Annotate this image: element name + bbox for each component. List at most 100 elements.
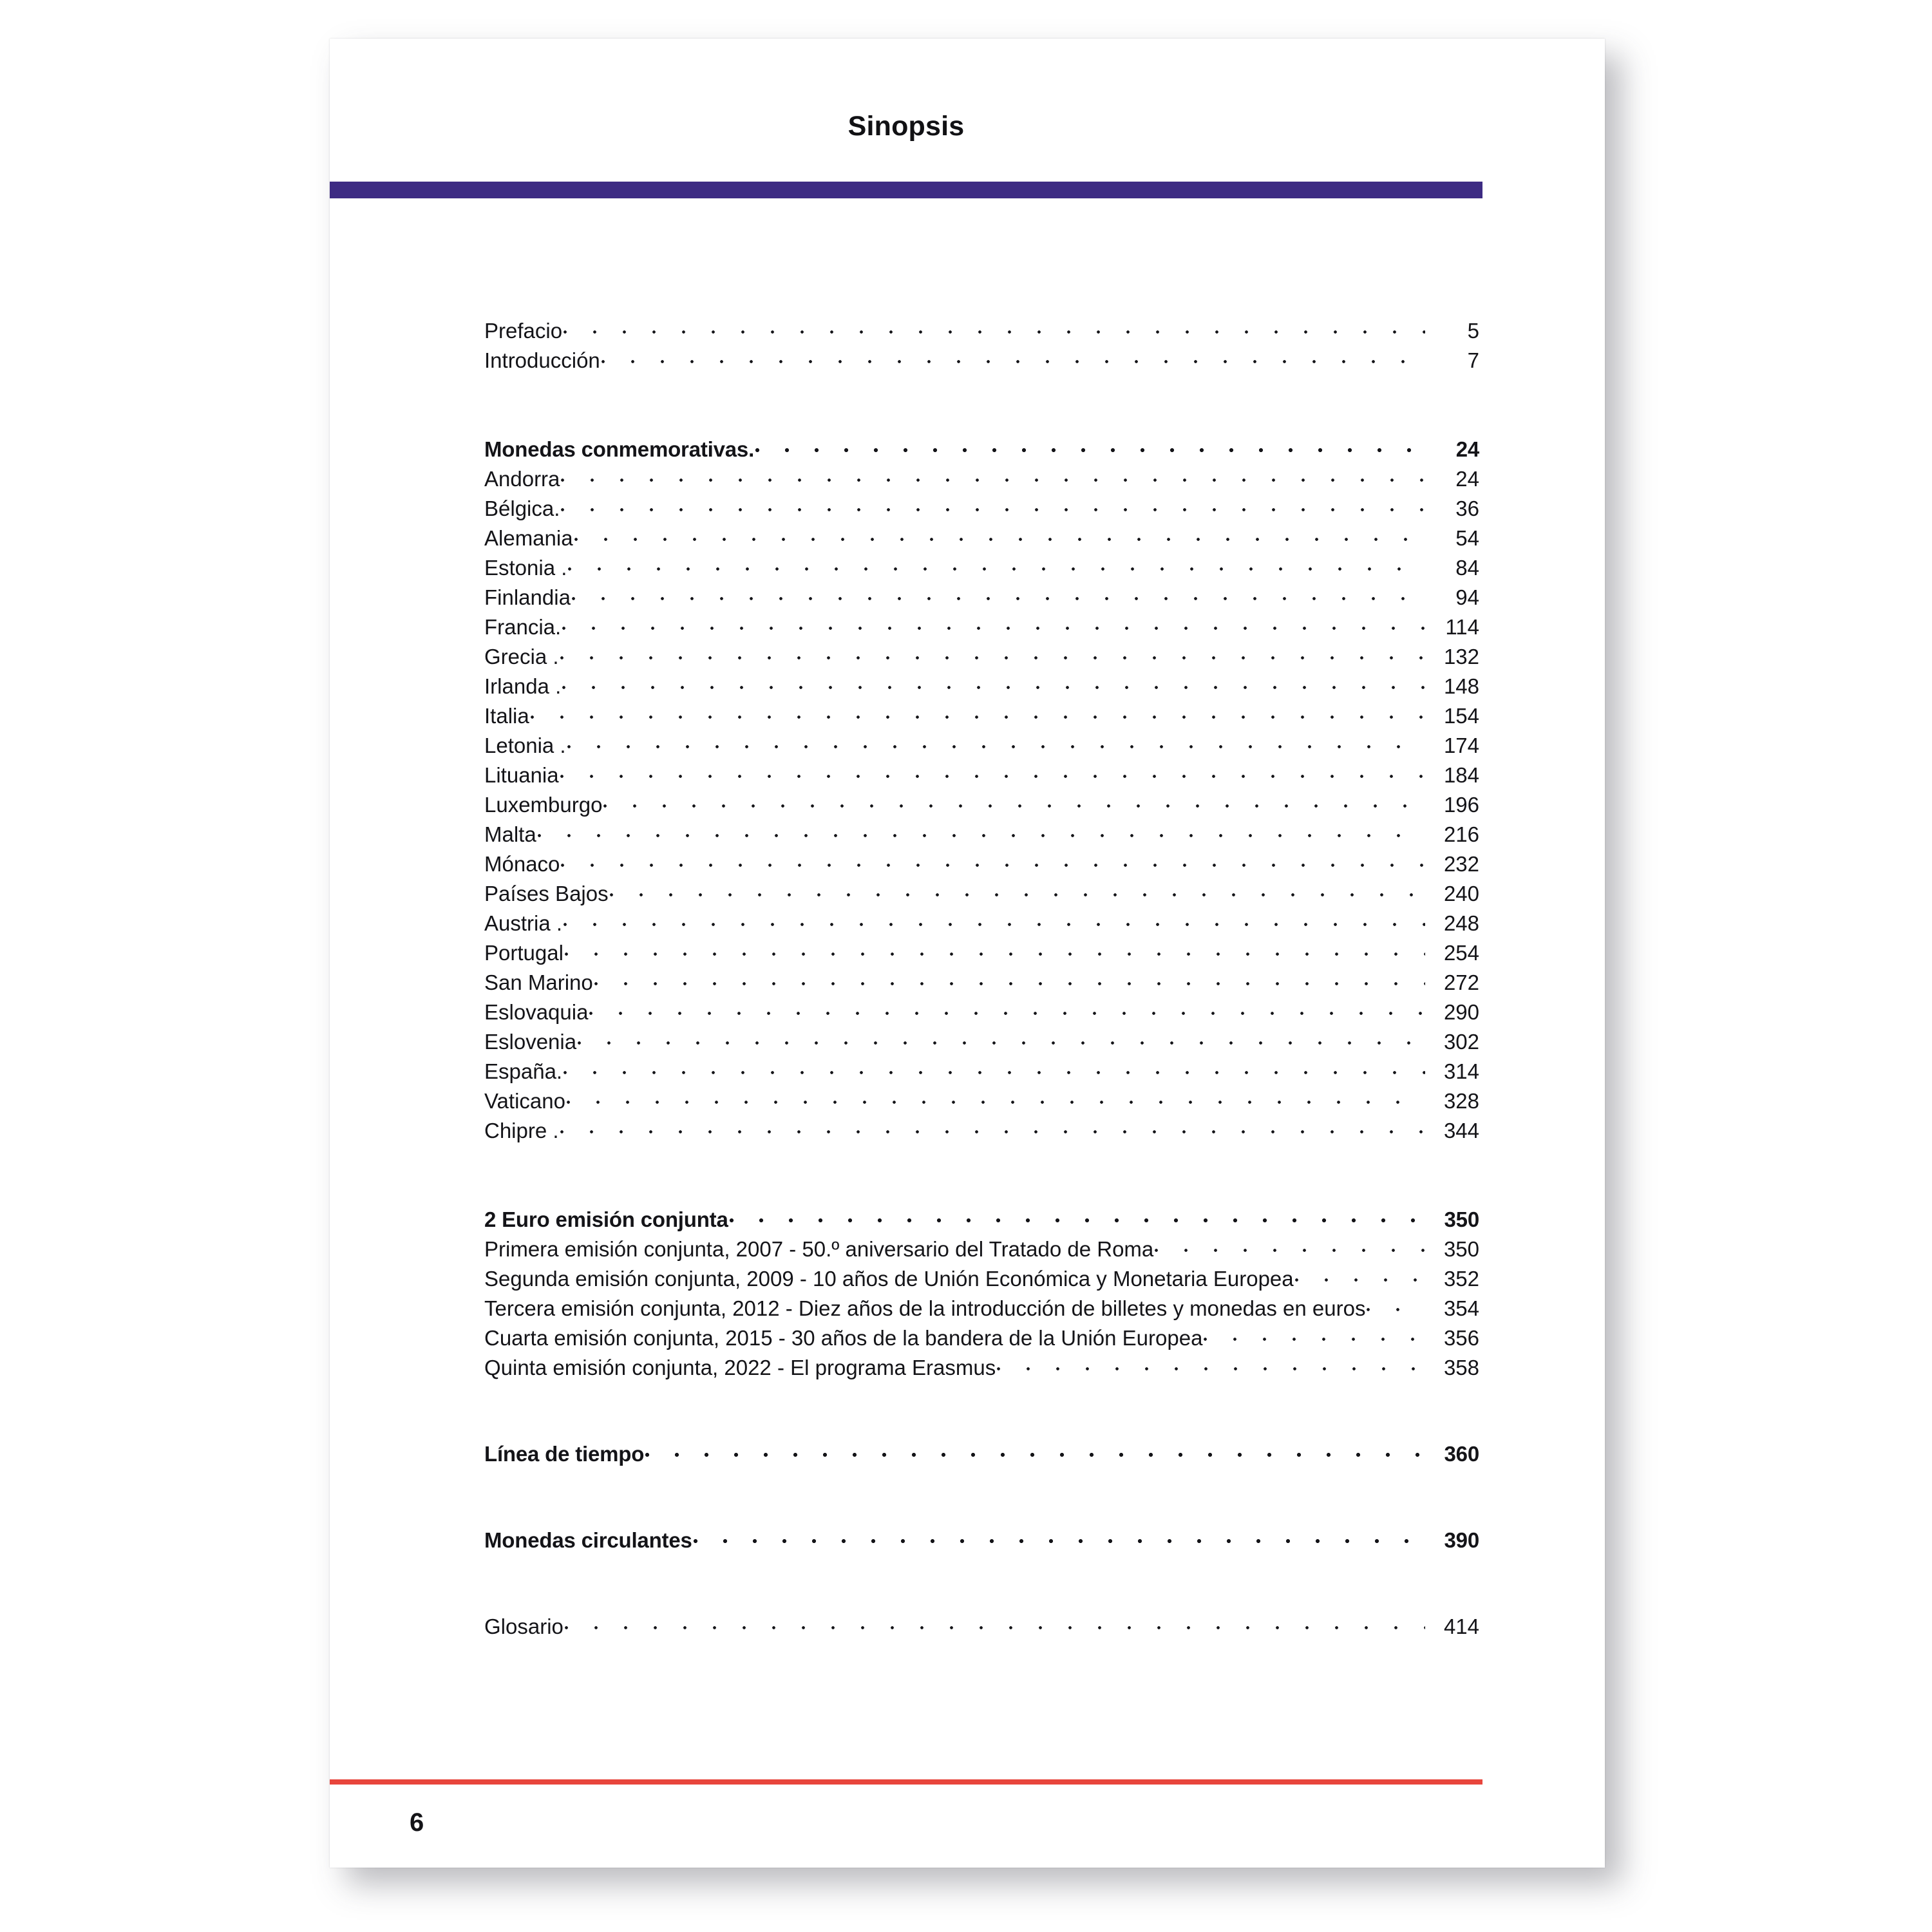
leader-dots [1294, 1265, 1425, 1286]
toc-entry-eslovaquia[interactable]: Eslovaquia 290 [484, 998, 1479, 1028]
toc-entry-monaco[interactable]: Mónaco 232 [484, 850, 1479, 880]
toc-entry-chipre[interactable]: Chipre . 344 [484, 1117, 1479, 1146]
spacer [484, 1556, 1479, 1613]
toc-entry-label: Primera emisión conjunta, 2007 - 50.º an… [484, 1237, 1154, 1261]
toc-entry-cuarta-emision-conjunta[interactable]: Cuarta emisión conjunta, 2015 - 30 años … [484, 1324, 1479, 1354]
toc-entry-irlanda[interactable]: Irlanda . 148 [484, 672, 1479, 702]
toc-entry-primera-emision-conjunta[interactable]: Primera emisión conjunta, 2007 - 50.º an… [484, 1235, 1479, 1265]
toc-entry-page: 216 [1443, 822, 1479, 846]
toc-entry-segunda-emision-conjunta[interactable]: Segunda emisión conjunta, 2009 - 10 años… [484, 1265, 1479, 1294]
leader-dots [564, 939, 1425, 960]
toc-group-glossary: Glosario 414 [484, 1613, 1479, 1642]
toc-entry-label: Quinta emisión conjunta, 2022 - El progr… [484, 1356, 996, 1379]
leader-dots [1367, 1294, 1425, 1316]
leader-dots [560, 1117, 1425, 1138]
leader-dots [561, 465, 1425, 486]
toc-heading-monedas-circulantes[interactable]: Monedas circulantes 390 [484, 1526, 1479, 1556]
toc-entry-page: 24 [1455, 467, 1479, 491]
toc-entry-label: Tercera emisión conjunta, 2012 - Diez añ… [484, 1296, 1366, 1320]
toc-entry-prefacio[interactable]: Prefacio 5 [484, 317, 1479, 346]
toc-entry-page: 184 [1443, 763, 1479, 787]
toc-entry-italia[interactable]: Italia 154 [484, 702, 1479, 732]
toc-entry-label: Eslovenia [484, 1030, 577, 1054]
toc-entry-glosario[interactable]: Glosario 414 [484, 1613, 1479, 1642]
leader-dots [755, 435, 1425, 457]
toc-heading-2-euro-emision-conjunta[interactable]: 2 Euro emisión conjunta 350 [484, 1206, 1479, 1235]
toc-entry-quinta-emision-conjunta[interactable]: Quinta emisión conjunta, 2022 - El progr… [484, 1354, 1479, 1383]
title-rule-divider [330, 182, 1482, 198]
toc-entry-page: 328 [1443, 1089, 1479, 1113]
toc-entry-lituania[interactable]: Lituania 184 [484, 761, 1479, 791]
leader-dots [645, 1440, 1425, 1461]
leader-dots [609, 880, 1425, 901]
page-number-folio: 6 [410, 1808, 424, 1837]
toc-entry-label: Italia [484, 704, 529, 728]
toc-entry-espana[interactable]: España. 314 [484, 1057, 1479, 1087]
toc-group-joint-issue: 2 Euro emisión conjunta 350 Primera emis… [484, 1206, 1479, 1383]
toc-entry-label: Letonia . [484, 734, 566, 757]
leader-dots [578, 1028, 1425, 1049]
toc-entry-page: 196 [1443, 793, 1479, 817]
leader-dots [729, 1206, 1425, 1227]
toc-entry-page: 354 [1443, 1296, 1479, 1320]
toc-entry-eslovenia[interactable]: Eslovenia 302 [484, 1028, 1479, 1057]
toc-entry-label: Bélgica. [484, 497, 560, 520]
toc-entry-tercera-emision-conjunta[interactable]: Tercera emisión conjunta, 2012 - Diez añ… [484, 1294, 1479, 1324]
toc-heading-label: 2 Euro emisión conjunta [484, 1208, 728, 1231]
toc-entry-francia[interactable]: Francia. 114 [484, 613, 1479, 643]
leader-dots [589, 998, 1425, 1019]
spacer [484, 1470, 1479, 1526]
footer-rule-divider [330, 1779, 1482, 1785]
toc-entry-introduccion[interactable]: Introducción 7 [484, 346, 1479, 376]
toc-entry-grecia[interactable]: Grecia . 132 [484, 643, 1479, 672]
toc-entry-label: Irlanda . [484, 674, 562, 698]
toc-entry-portugal[interactable]: Portugal 254 [484, 939, 1479, 969]
toc-entry-page: 344 [1443, 1119, 1479, 1142]
toc-entry-page: 356 [1443, 1326, 1479, 1350]
toc-heading-linea-de-tiempo[interactable]: Línea de tiempo 360 [484, 1440, 1479, 1470]
toc-entry-andorra[interactable]: Andorra 24 [484, 465, 1479, 495]
toc-heading-page: 24 [1455, 437, 1480, 461]
toc-entry-page: 240 [1443, 882, 1479, 905]
toc-entry-alemania[interactable]: Alemania 54 [484, 524, 1479, 554]
table-of-contents: Prefacio 5 Introducción 7 Monedas conmem… [484, 317, 1479, 1642]
toc-entry-vaticano[interactable]: Vaticano 328 [484, 1087, 1479, 1117]
toc-group-circulating: Monedas circulantes 390 [484, 1526, 1479, 1556]
toc-entry-page: 5 [1467, 319, 1479, 343]
toc-entry-letonia[interactable]: Letonia . 174 [484, 732, 1479, 761]
toc-entry-austria[interactable]: Austria . 248 [484, 909, 1479, 939]
spacer [484, 1146, 1479, 1206]
leader-dots [571, 583, 1425, 605]
leader-dots [574, 524, 1425, 545]
toc-heading-monedas-conmemorativas[interactable]: Monedas conmemorativas. 24 [484, 435, 1479, 465]
toc-entry-label: Chipre . [484, 1119, 559, 1142]
leader-dots [603, 791, 1425, 812]
leader-dots [561, 495, 1425, 516]
toc-heading-label: Monedas conmemorativas. [484, 437, 755, 461]
toc-entry-paises-bajos[interactable]: Países Bajos 240 [484, 880, 1479, 909]
toc-entry-label: Estonia . [484, 556, 567, 580]
toc-entry-label: Luxemburgo [484, 793, 603, 817]
toc-entry-page: 7 [1467, 348, 1479, 372]
toc-entry-page: 94 [1455, 585, 1479, 609]
spacer [484, 1383, 1479, 1440]
toc-heading-label: Monedas circulantes [484, 1528, 692, 1552]
toc-entry-finlandia[interactable]: Finlandia 94 [484, 583, 1479, 613]
toc-entry-estonia[interactable]: Estonia . 84 [484, 554, 1479, 583]
toc-entry-malta[interactable]: Malta 216 [484, 820, 1479, 850]
toc-entry-page: 290 [1443, 1000, 1479, 1024]
leader-dots [564, 1613, 1425, 1634]
toc-entry-label: Cuarta emisión conjunta, 2015 - 30 años … [484, 1326, 1203, 1350]
spacer [484, 376, 1479, 435]
toc-entry-label: Segunda emisión conjunta, 2009 - 10 años… [484, 1267, 1294, 1291]
toc-entry-belgica[interactable]: Bélgica. 36 [484, 495, 1479, 524]
toc-entry-label: Mónaco [484, 852, 560, 876]
toc-entry-label: San Marino [484, 971, 593, 994]
toc-entry-san-marino[interactable]: San Marino 272 [484, 969, 1479, 998]
leader-dots [693, 1526, 1425, 1548]
toc-entry-page: 302 [1443, 1030, 1479, 1054]
toc-entry-luxemburgo[interactable]: Luxemburgo 196 [484, 791, 1479, 820]
toc-entry-label: Introducción [484, 348, 600, 372]
toc-entry-page: 54 [1455, 526, 1479, 550]
toc-entry-label: Andorra [484, 467, 560, 491]
